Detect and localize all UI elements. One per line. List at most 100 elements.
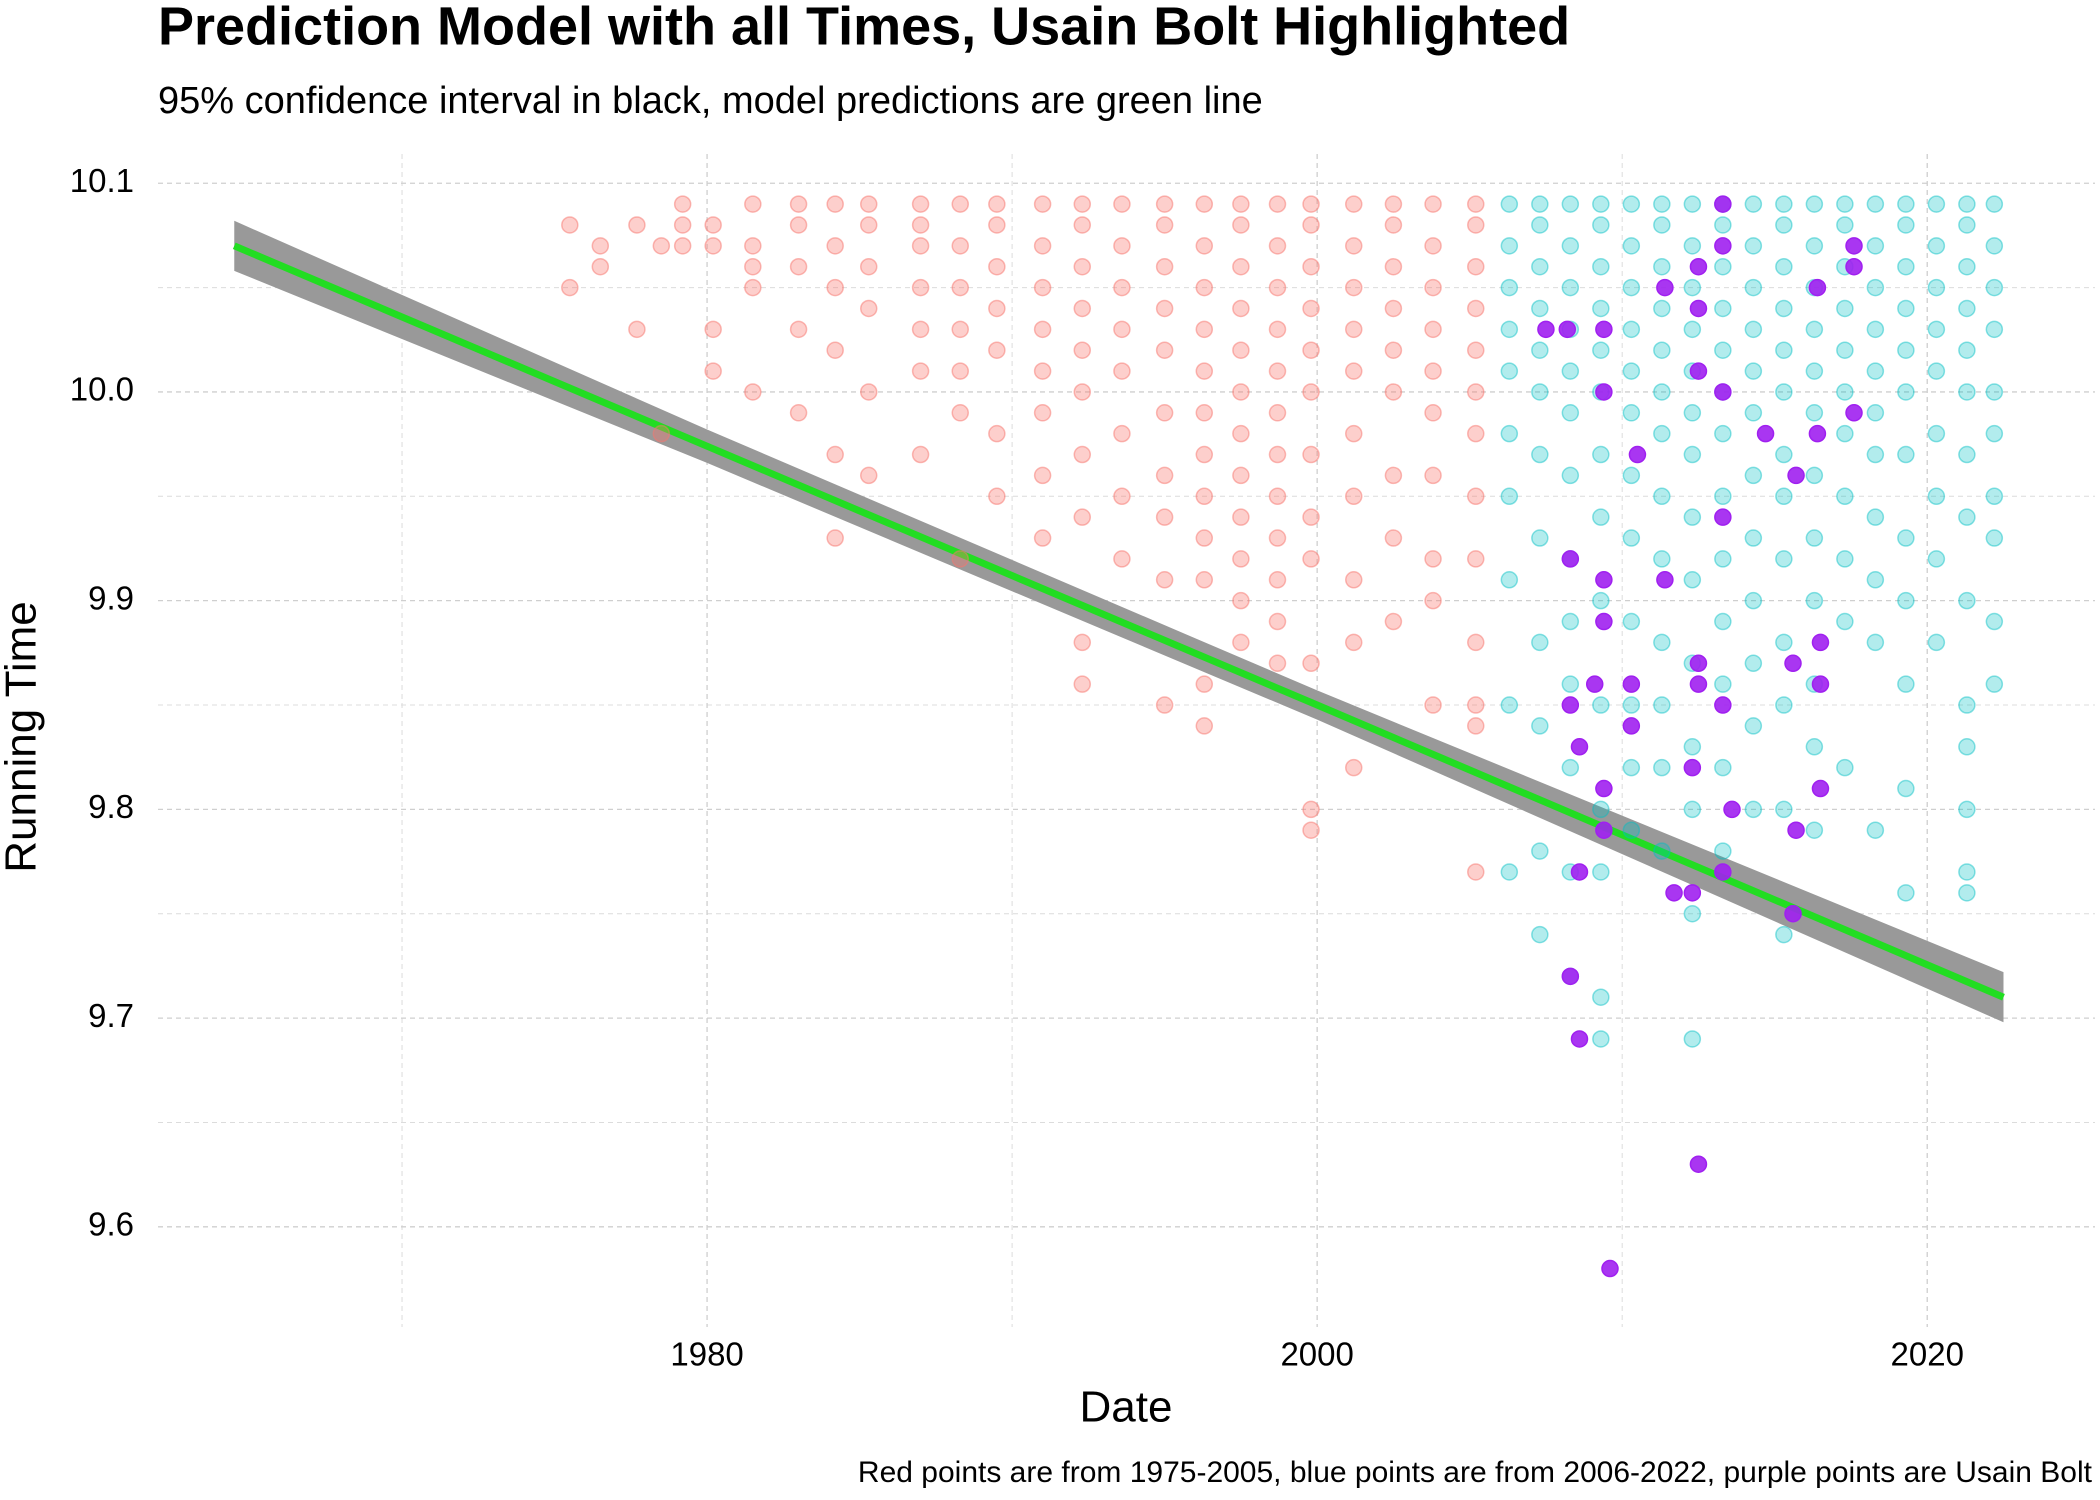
data-point bbox=[1302, 821, 1320, 839]
data-point bbox=[1622, 320, 1641, 339]
data-point bbox=[1232, 508, 1250, 526]
data-point bbox=[1073, 341, 1092, 359]
data-point bbox=[1302, 341, 1320, 359]
data-point bbox=[1155, 216, 1174, 234]
data-point bbox=[1805, 529, 1824, 547]
data-point bbox=[1155, 341, 1174, 359]
data-point bbox=[1836, 487, 1854, 506]
data-point bbox=[1653, 633, 1671, 652]
data-point bbox=[1345, 195, 1363, 213]
data-point bbox=[1836, 216, 1854, 234]
data-point bbox=[1744, 717, 1763, 735]
data-point bbox=[561, 278, 579, 297]
x-tick-label: 2000 bbox=[1280, 1336, 1353, 1373]
data-point bbox=[1744, 362, 1763, 380]
data-point bbox=[1689, 654, 1708, 673]
data-point bbox=[1689, 362, 1708, 380]
data-point bbox=[1836, 550, 1854, 568]
data-point bbox=[1570, 863, 1589, 881]
data-point bbox=[1592, 988, 1610, 1006]
data-point bbox=[1775, 299, 1793, 318]
data-point bbox=[1268, 404, 1287, 422]
data-point bbox=[1155, 571, 1174, 589]
data-point bbox=[1033, 404, 1052, 422]
data-point bbox=[1897, 216, 1915, 234]
data-point bbox=[1467, 341, 1485, 359]
data-point bbox=[1384, 216, 1403, 234]
data-point bbox=[1866, 445, 1885, 464]
data-point bbox=[911, 320, 930, 339]
data-point bbox=[1155, 508, 1174, 526]
data-point bbox=[1927, 424, 1946, 443]
data-point bbox=[988, 487, 1006, 506]
x-tick-label: 2020 bbox=[1891, 1336, 1964, 1373]
data-point bbox=[911, 445, 930, 464]
data-point bbox=[1714, 195, 1732, 213]
data-point bbox=[1683, 278, 1702, 297]
data-point bbox=[1531, 216, 1549, 234]
data-point bbox=[1467, 633, 1485, 652]
data-point bbox=[1689, 299, 1708, 318]
data-point bbox=[1897, 299, 1915, 318]
data-point bbox=[1570, 1030, 1589, 1048]
data-point bbox=[1836, 341, 1854, 359]
data-point bbox=[744, 257, 762, 276]
data-point bbox=[1558, 320, 1577, 339]
data-point bbox=[1927, 550, 1946, 568]
data-point bbox=[1958, 299, 1976, 318]
data-point bbox=[1985, 237, 2004, 255]
data-point bbox=[1384, 529, 1403, 547]
data-point bbox=[673, 195, 692, 213]
data-point bbox=[951, 362, 970, 380]
data-point bbox=[1897, 195, 1915, 213]
data-point bbox=[1424, 466, 1442, 485]
data-point bbox=[1866, 195, 1885, 213]
data-point bbox=[1985, 383, 2004, 401]
data-point bbox=[1268, 529, 1287, 547]
data-point bbox=[1232, 424, 1250, 443]
data-point bbox=[1958, 216, 1976, 234]
data-point bbox=[859, 216, 878, 234]
data-point bbox=[1561, 466, 1580, 485]
data-point bbox=[1744, 591, 1763, 610]
data-point bbox=[1958, 863, 1976, 881]
data-point bbox=[1805, 821, 1824, 839]
data-point bbox=[1985, 424, 2004, 443]
data-point bbox=[1805, 320, 1824, 339]
data-point bbox=[1683, 738, 1702, 756]
data-point bbox=[911, 237, 930, 255]
data-point bbox=[1653, 550, 1671, 568]
data-point bbox=[1531, 633, 1549, 652]
data-point bbox=[1845, 237, 1863, 255]
data-point bbox=[1622, 237, 1641, 255]
data-point bbox=[1531, 257, 1549, 276]
data-point bbox=[1268, 320, 1287, 339]
data-point bbox=[1714, 842, 1732, 860]
data-point bbox=[1836, 383, 1854, 401]
data-point bbox=[1232, 299, 1250, 318]
data-point bbox=[1744, 529, 1763, 547]
data-point bbox=[1345, 278, 1363, 297]
data-point bbox=[1592, 257, 1610, 276]
data-point bbox=[704, 216, 722, 234]
data-point bbox=[1958, 884, 1976, 902]
data-point bbox=[1689, 1155, 1708, 1173]
data-point bbox=[1683, 571, 1702, 589]
data-point bbox=[1467, 717, 1485, 735]
data-point bbox=[859, 383, 878, 401]
data-point bbox=[1714, 508, 1732, 526]
data-point bbox=[1531, 383, 1549, 401]
data-point bbox=[1302, 508, 1320, 526]
data-point bbox=[1927, 195, 1946, 213]
data-point bbox=[1232, 216, 1250, 234]
data-point bbox=[1656, 571, 1674, 589]
data-point bbox=[1531, 717, 1549, 735]
data-point bbox=[628, 216, 646, 234]
data-point bbox=[1424, 696, 1442, 714]
data-point bbox=[1683, 195, 1702, 213]
data-point bbox=[1811, 633, 1830, 652]
data-point bbox=[1113, 320, 1131, 339]
data-point bbox=[1467, 257, 1485, 276]
data-point bbox=[911, 278, 930, 297]
data-point bbox=[1723, 800, 1741, 819]
